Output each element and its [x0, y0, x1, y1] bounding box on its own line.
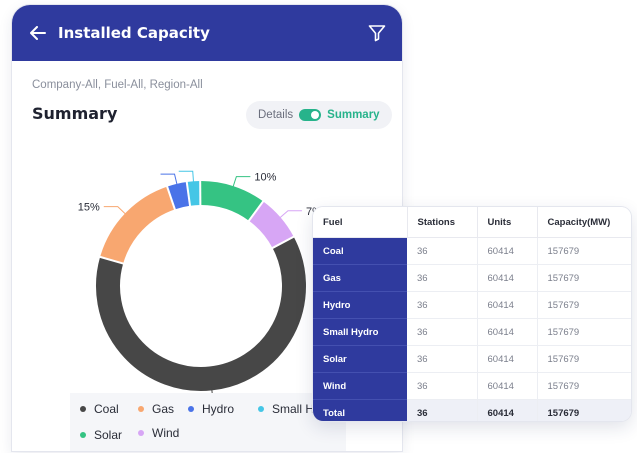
chart-legend: Coal Gas Hydro Small Hydro Solar Wind — [70, 393, 346, 451]
slice-percent-label: 10% — [254, 172, 276, 184]
legend-item[interactable]: Hydro — [188, 402, 234, 416]
stations-cell: 36 — [407, 345, 478, 373]
page-title: Installed Capacity — [58, 24, 210, 42]
stations-cell: 36 — [407, 399, 478, 421]
donut-slice-solar[interactable] — [199, 181, 264, 221]
capacity-table: Fuel Stations Units Capacity(MW) Coal 36 6… — [313, 207, 631, 421]
capacity-cell: 157679 — [537, 372, 631, 400]
slice-leader-line — [210, 384, 213, 393]
legend-dot-icon — [138, 406, 144, 412]
units-cell: 60414 — [477, 345, 538, 373]
back-arrow-icon[interactable] — [28, 23, 48, 43]
table-row: Gas 36 60414 157679 — [313, 264, 631, 292]
slice-separator — [247, 199, 265, 223]
toggle-details-label[interactable]: Details — [258, 109, 294, 121]
legend-item[interactable]: Gas — [138, 402, 174, 416]
legend-item[interactable]: Coal — [80, 402, 119, 416]
capacity-cell: 157679 — [537, 399, 631, 421]
capacity-table-card: Fuel Stations Units Capacity(MW) Coal 36 6… — [313, 207, 631, 421]
filter-icon[interactable] — [366, 22, 388, 44]
fuel-cell: Hydro — [313, 291, 407, 319]
view-toggle[interactable]: Details Summary — [246, 101, 392, 129]
legend-label: Hydro — [202, 402, 235, 416]
units-cell: 60414 — [477, 291, 538, 319]
donut-slice-wind[interactable] — [248, 201, 294, 249]
table-row: Coal 36 60414 157679 — [313, 237, 631, 265]
filter-breadcrumb: Company-All, Fuel-All, Region-All — [32, 79, 203, 91]
donut-slice-coal[interactable] — [96, 236, 306, 391]
table-row: Hydro 36 60414 157679 — [313, 291, 631, 319]
slice-leader-line — [160, 173, 179, 190]
capacity-cell: 157679 — [537, 237, 631, 265]
slice-leader-line — [275, 210, 302, 222]
column-header-units: Units — [477, 207, 538, 238]
fuel-cell: Solar — [313, 345, 407, 373]
legend-label: Coal — [94, 402, 119, 416]
legend-label: Wind — [152, 426, 180, 440]
stations-cell: 36 — [407, 372, 478, 400]
table-total-row: Total 36 60414 157679 — [313, 399, 631, 421]
column-header-capacity: Capacity(MW) — [537, 207, 631, 238]
stations-cell: 36 — [407, 264, 478, 292]
slice-separator — [165, 185, 177, 211]
slice-separator — [185, 180, 192, 207]
slice-leader-line — [103, 206, 130, 219]
section-title: Summary — [32, 104, 118, 123]
legend-item[interactable]: Wind — [138, 426, 179, 440]
donut-slice-gas[interactable] — [100, 186, 176, 264]
fuel-cell: Small Hydro — [313, 318, 407, 346]
column-header-fuel: Fuel — [313, 207, 408, 238]
units-cell: 60414 — [477, 264, 538, 292]
units-cell: 60414 — [477, 237, 538, 265]
slice-separator — [271, 235, 296, 250]
legend-item[interactable]: Solar — [80, 428, 122, 442]
legend-dot-icon — [80, 406, 86, 412]
stations-cell: 36 — [407, 237, 478, 265]
legend-dot-icon — [188, 406, 194, 412]
toggle-summary-label[interactable]: Summary — [327, 109, 380, 121]
column-header-stations: Stations — [407, 207, 478, 238]
legend-label: Solar — [94, 428, 123, 442]
units-cell: 60414 — [477, 318, 538, 346]
capacity-donut-chart: 15%10%7% — [78, 170, 322, 393]
capacity-cell: 157679 — [537, 318, 631, 346]
table-header-row: Fuel Stations Units Capacity(MW) — [313, 207, 631, 238]
app-bar: Installed Capacity — [12, 5, 402, 61]
stations-cell: 36 — [407, 291, 478, 319]
toggle-knob — [311, 111, 320, 119]
capacity-cell: 157679 — [537, 264, 631, 292]
capacity-cell: 157679 — [537, 291, 631, 319]
table-row: Wind 36 60414 157679 — [313, 372, 631, 400]
fuel-cell: Gas — [313, 264, 407, 292]
units-cell: 60414 — [477, 399, 538, 421]
legend-dot-icon — [80, 432, 86, 438]
slice-percent-label: 15% — [78, 202, 100, 214]
slice-separator — [98, 255, 125, 265]
fuel-cell: Coal — [313, 237, 407, 265]
fuel-cell: Total — [313, 399, 407, 421]
slice-leader-line — [230, 176, 251, 192]
legend-label: Gas — [152, 402, 175, 416]
donut-slice-small-hydro[interactable] — [186, 181, 201, 206]
toggle-switch[interactable] — [299, 109, 322, 121]
fuel-cell: Wind — [313, 372, 407, 400]
legend-dot-icon — [138, 430, 144, 436]
units-cell: 60414 — [477, 372, 538, 400]
stations-cell: 36 — [407, 318, 478, 346]
table-row: Solar 36 60414 157679 — [313, 345, 631, 373]
slice-leader-line — [178, 170, 195, 188]
donut-slice-hydro[interactable] — [167, 181, 191, 210]
table-row: Small Hydro 36 60414 157679 — [313, 318, 631, 346]
capacity-cell: 157679 — [537, 345, 631, 373]
legend-dot-icon — [258, 406, 264, 412]
